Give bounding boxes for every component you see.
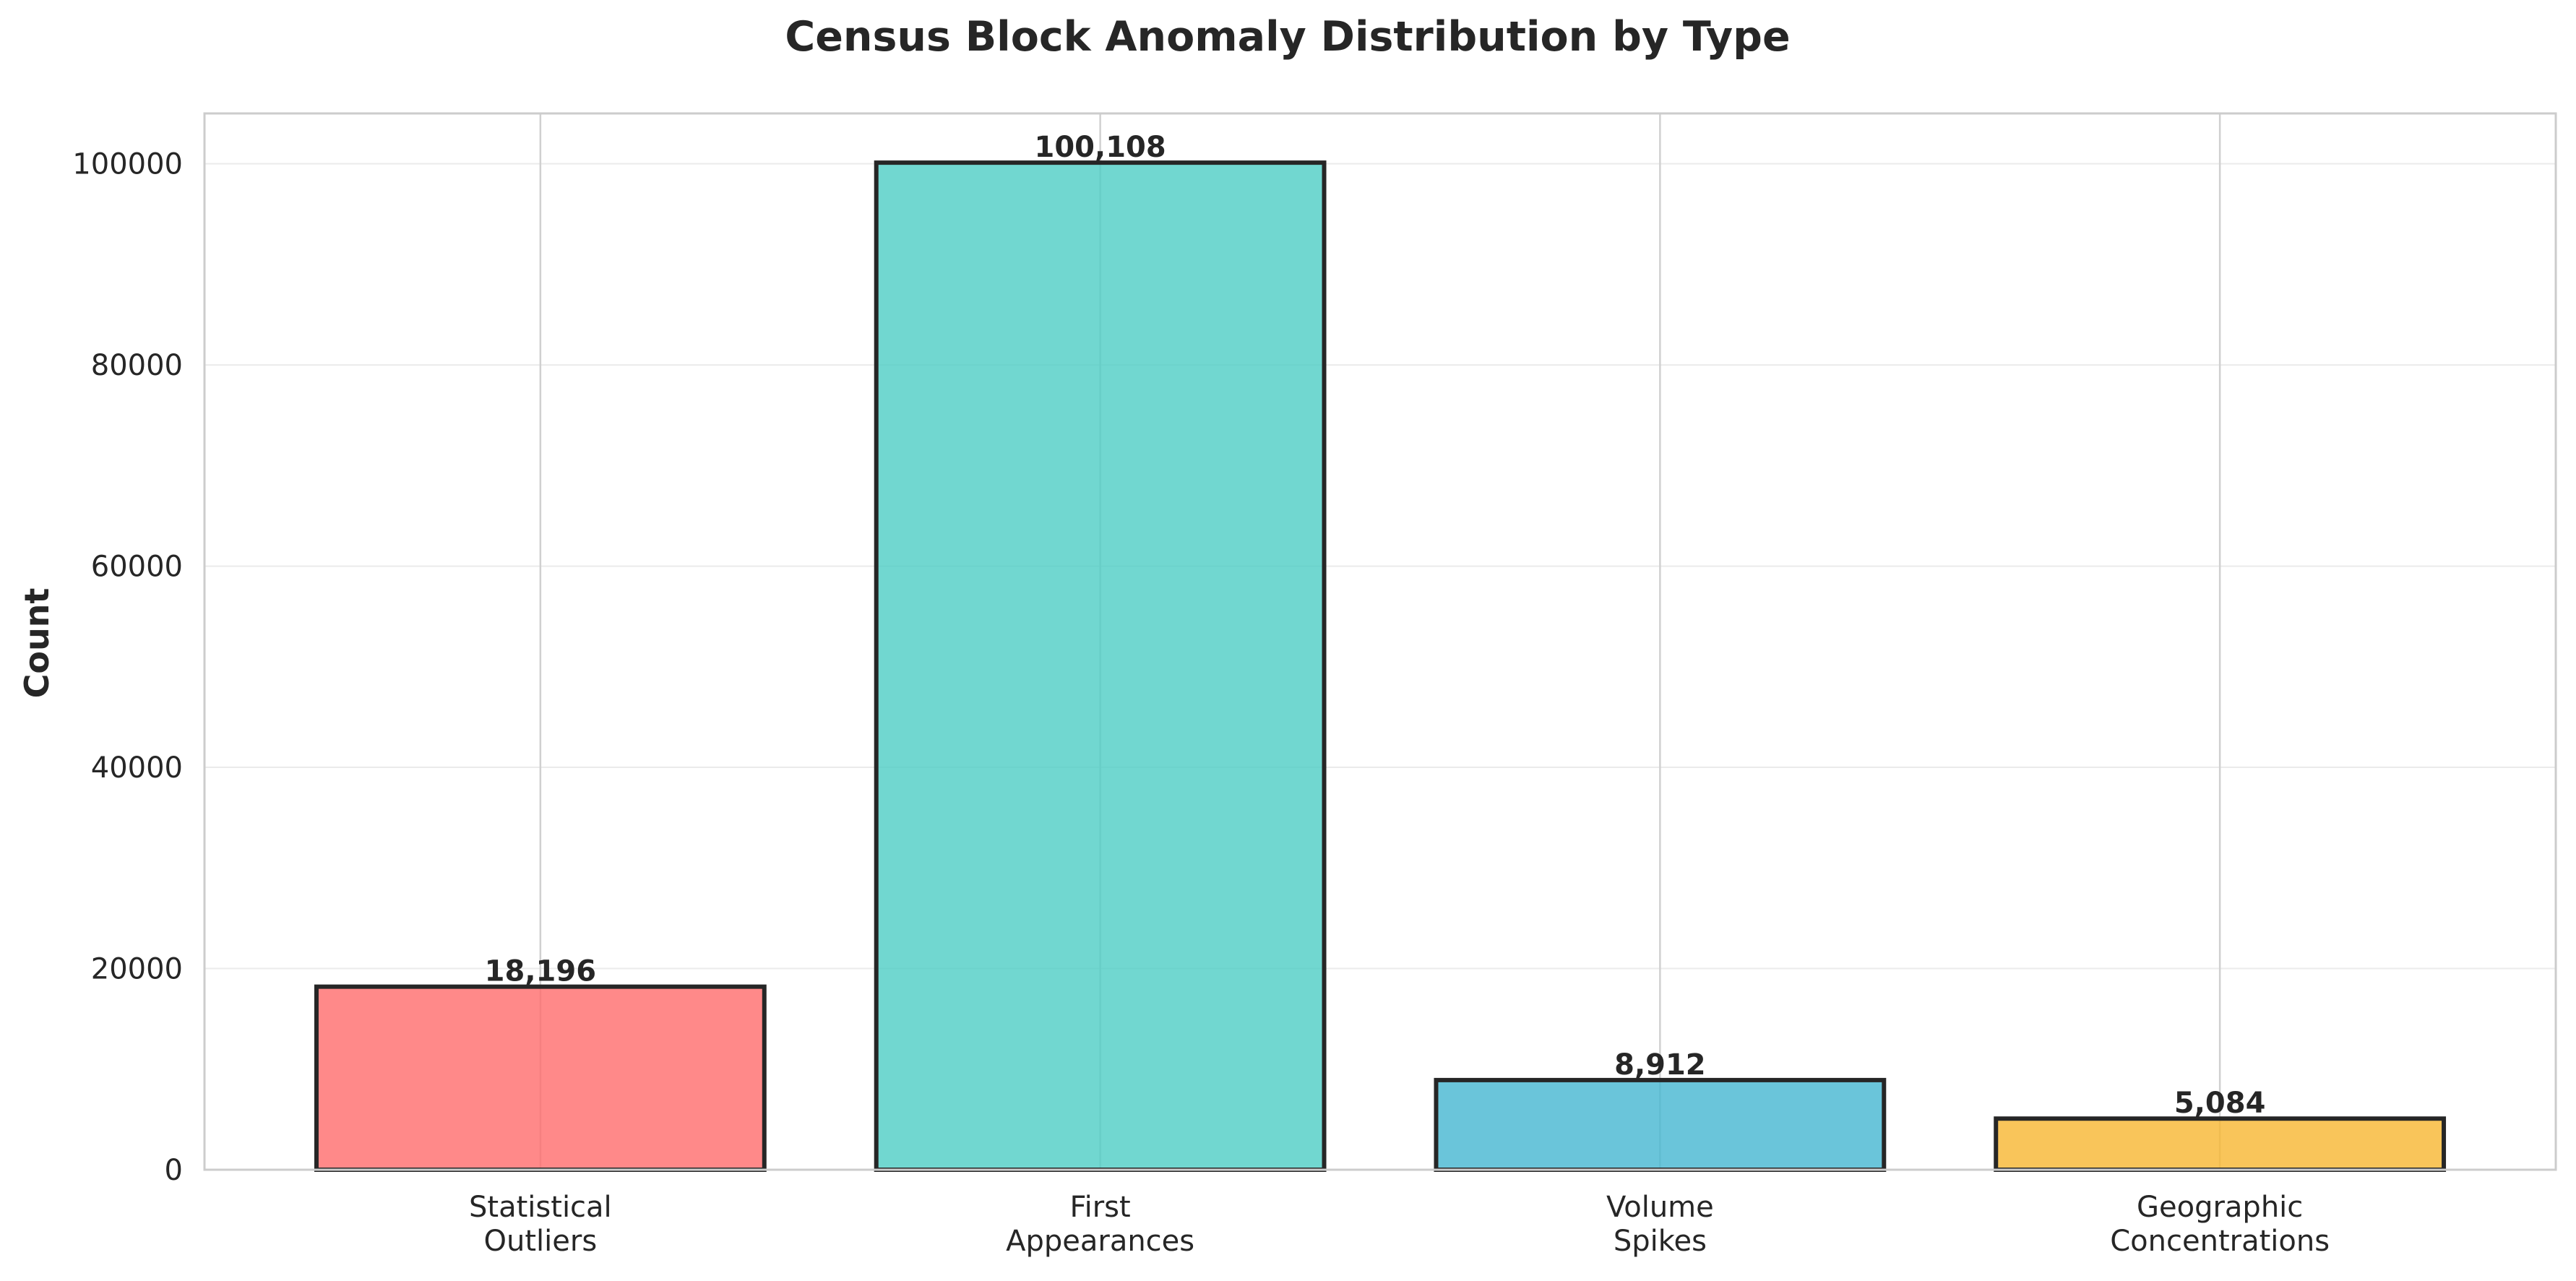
bar-value-label: 100,108 <box>1035 131 1166 164</box>
bars-layer <box>314 160 2447 1173</box>
bar <box>314 984 767 1172</box>
y-tick-label: 0 <box>165 1154 183 1187</box>
bar <box>1434 1077 1887 1172</box>
x-tick-label: Geographic Concentrations <box>2110 1191 2330 1258</box>
y-tick-label: 60000 <box>91 551 183 584</box>
chart-title: Census Block Anomaly Distribution by Typ… <box>785 13 1790 61</box>
x-tick-label: Volume Spikes <box>1606 1191 1714 1258</box>
bar <box>1994 1116 2447 1172</box>
bar-value-label: 8,912 <box>1614 1048 1706 1082</box>
x-tick-label: Statistical Outliers <box>469 1191 612 1258</box>
grid-layer <box>204 113 2556 1170</box>
y-tick-label: 20000 <box>91 953 183 986</box>
bar <box>874 160 1327 1173</box>
y-tick-label: 100000 <box>72 148 183 181</box>
axes-frame <box>203 112 2557 1171</box>
labels-layer: 18,196 100,108 8,912 5,084 0 20000 40000 60000 8… <box>72 131 2330 1258</box>
x-tick-label: First Appearances <box>1006 1191 1194 1258</box>
plot-frame <box>203 112 2557 1171</box>
y-axis-label: Count <box>17 588 56 699</box>
y-tick-label: 40000 <box>91 751 183 785</box>
y-tick-label: 80000 <box>91 349 183 382</box>
bar-value-label: 18,196 <box>485 955 596 988</box>
bar-value-label: 5,084 <box>2174 1087 2266 1120</box>
